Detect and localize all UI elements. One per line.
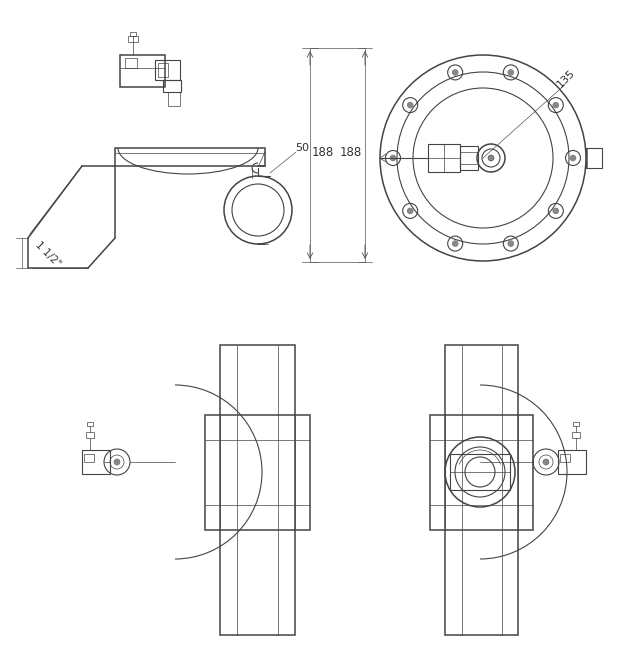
Bar [155,60,180,80]
Bar [220,345,295,635]
Text: 188: 188 [312,146,334,158]
Bar [125,58,137,68]
Circle shape [508,241,514,247]
Bar [560,454,570,462]
Bar [130,32,136,36]
Bar [168,92,180,106]
Bar [84,454,94,462]
Circle shape [452,70,458,76]
Circle shape [543,459,549,465]
Bar [86,432,94,438]
Bar [450,454,510,490]
Text: 188: 188 [340,146,362,158]
Bar [120,55,165,87]
Bar [586,148,602,168]
Text: 135: 135 [555,67,578,89]
Circle shape [553,208,559,214]
Bar [163,80,181,92]
Bar [558,450,586,474]
Bar [572,432,580,438]
Circle shape [570,155,576,161]
Circle shape [508,70,514,76]
Bar [430,415,533,530]
Bar [573,422,579,426]
Bar [128,36,138,42]
Circle shape [114,459,120,465]
Bar [205,415,310,530]
Circle shape [407,102,413,108]
Bar [115,148,265,166]
Text: 1 1/2": 1 1/2" [33,240,62,269]
Circle shape [407,208,413,214]
Circle shape [390,155,396,161]
Circle shape [488,155,494,161]
Bar [82,450,110,474]
Circle shape [553,102,559,108]
Bar [87,422,93,426]
Bar [428,144,460,172]
Bar [445,345,518,635]
Bar [158,63,168,77]
Circle shape [452,241,458,247]
Bar [460,146,478,170]
Text: 50: 50 [295,143,309,153]
